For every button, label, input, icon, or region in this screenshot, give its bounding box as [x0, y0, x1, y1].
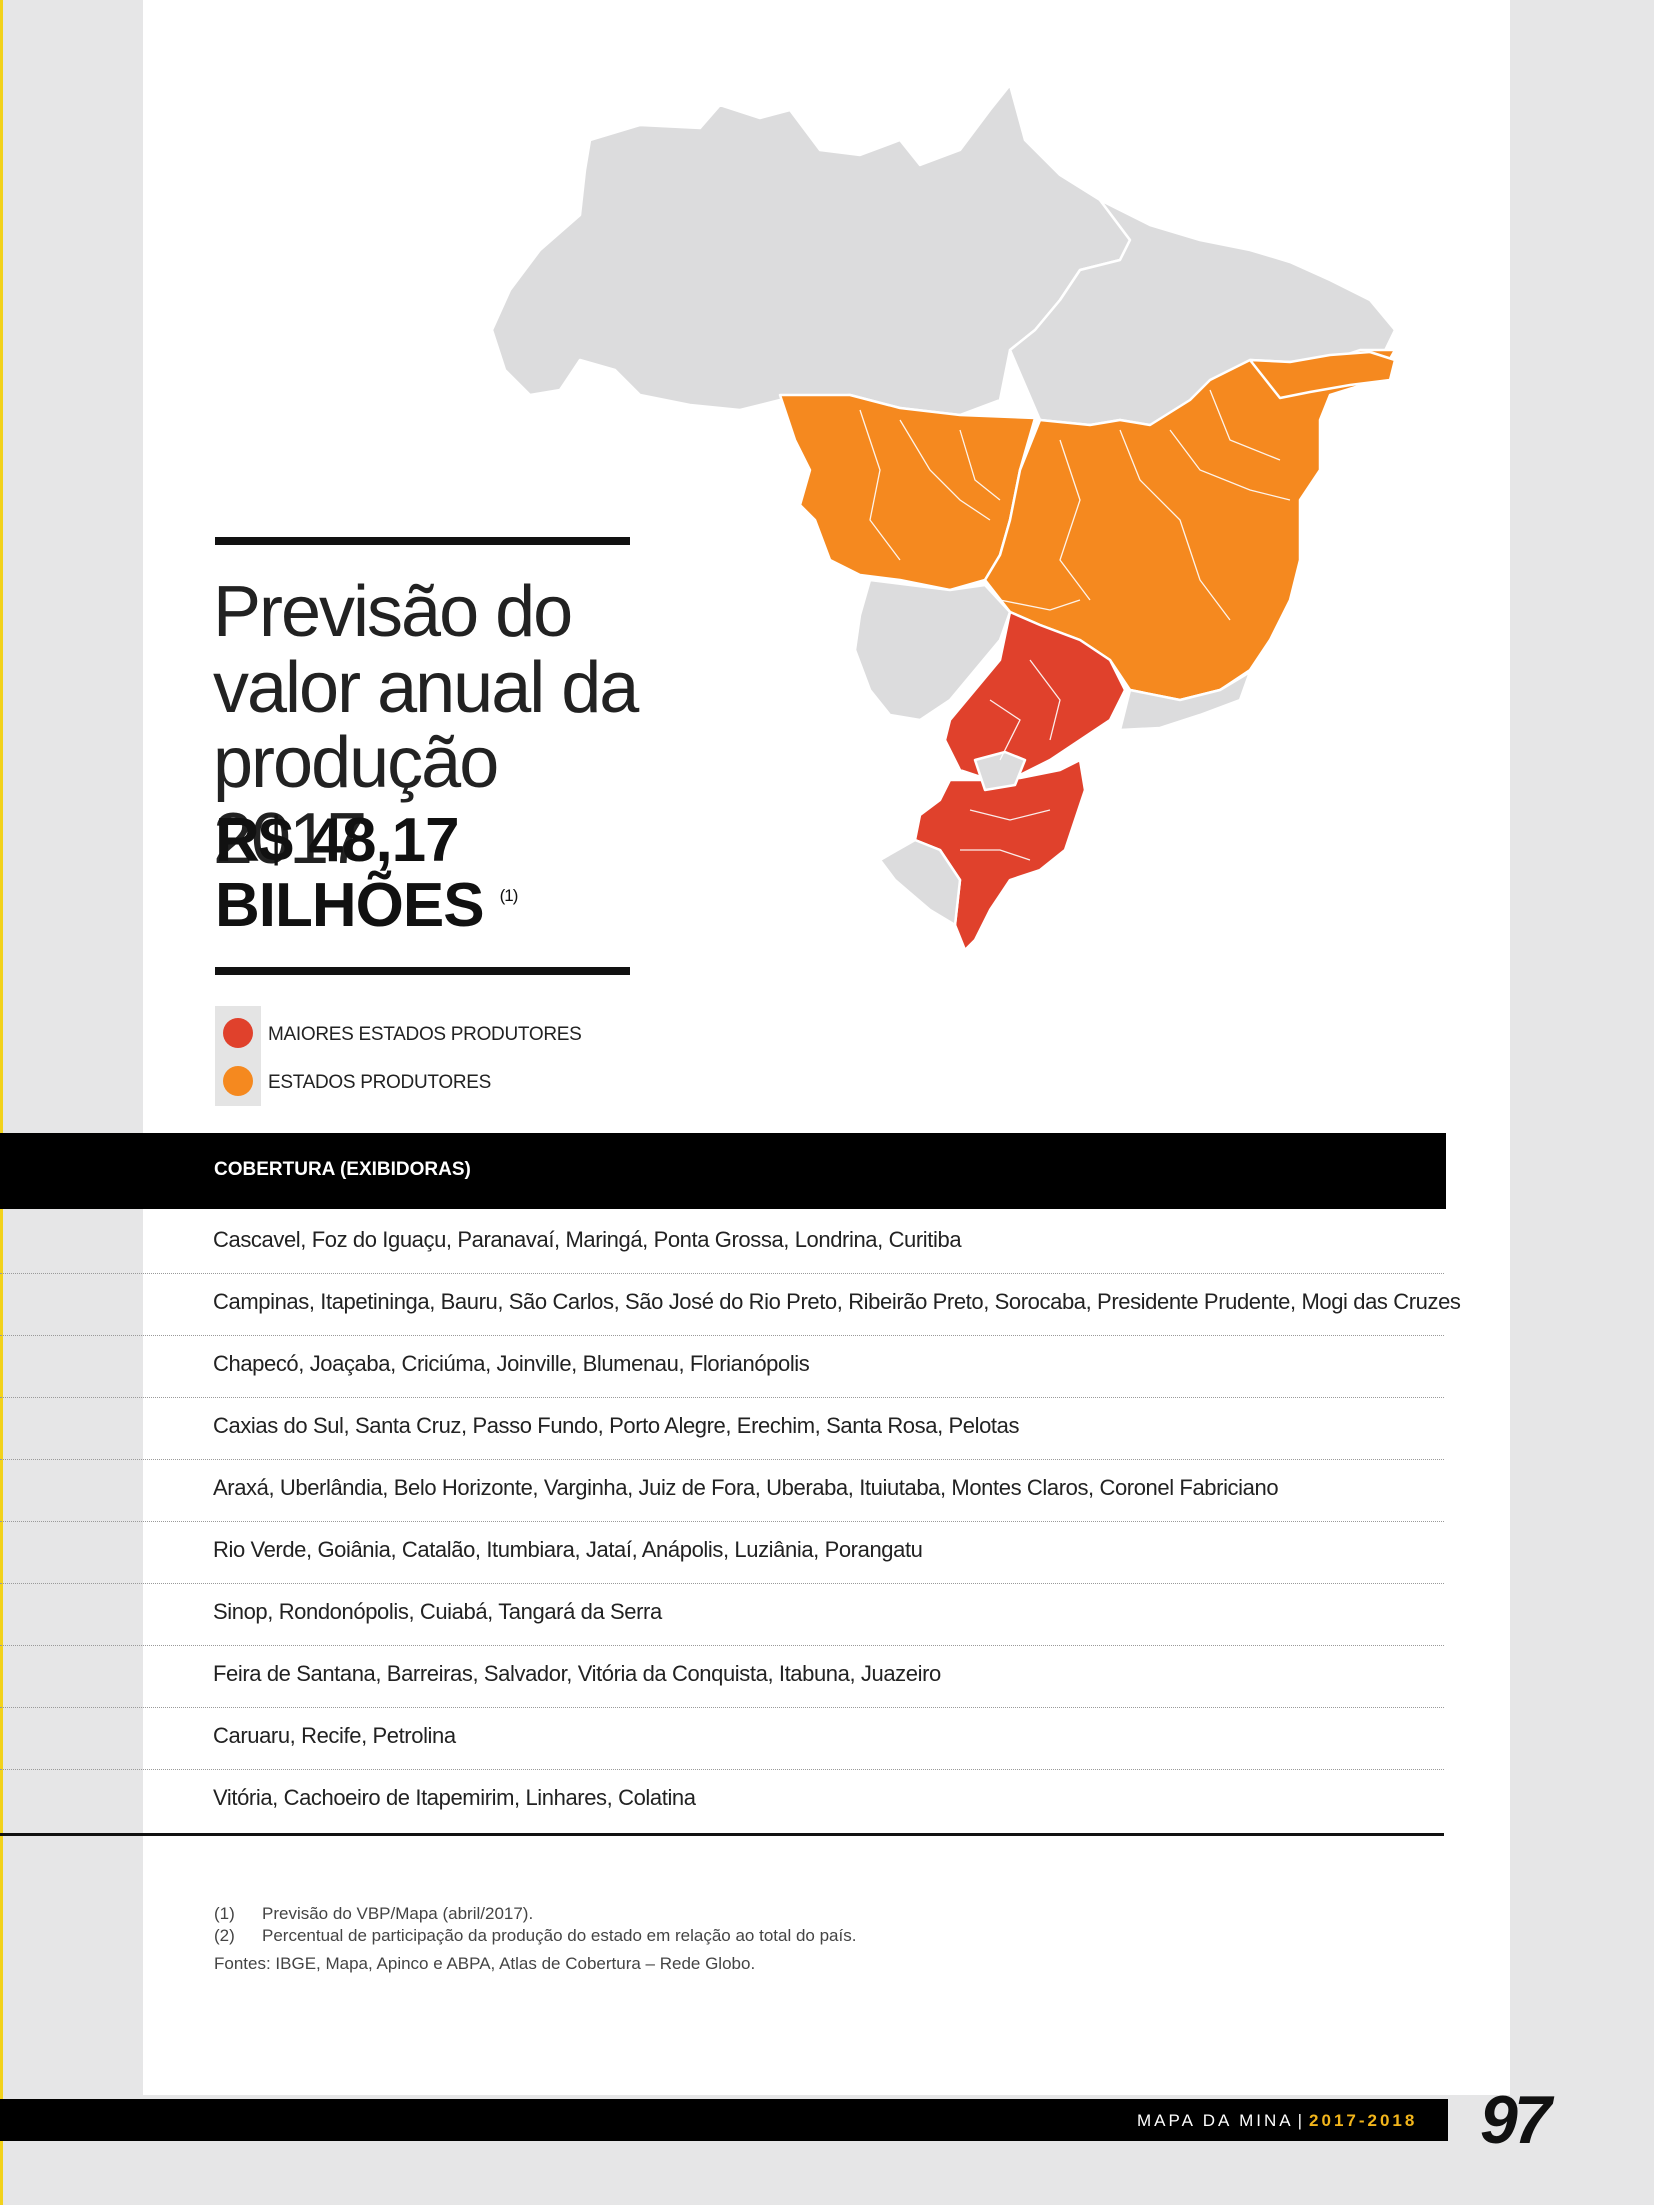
legend-dot-major: [223, 1018, 253, 1048]
footnote-2-number: (2): [214, 1926, 235, 1945]
yellow-page-edge: [0, 0, 3, 2205]
page-number-box: [1448, 2095, 1654, 2143]
coverage-row: Cascavel, Foz do Iguaçu, Paranavaí, Mari…: [0, 1211, 1444, 1274]
coverage-row-text: Chapecó, Joaçaba, Criciúma, Joinville, B…: [213, 1351, 810, 1376]
coverage-row: Caruaru, Recife, Petrolina: [0, 1707, 1444, 1770]
coverage-row-text: Sinop, Rondonópolis, Cuiabá, Tangará da …: [213, 1599, 662, 1624]
coverage-row-text: Caxias do Sul, Santa Cruz, Passo Fundo, …: [213, 1413, 1020, 1438]
map-region-pernambuco: [1248, 350, 1397, 400]
coverage-row: Feira de Santana, Barreiras, Salvador, V…: [0, 1645, 1444, 1708]
brazil-map: [490, 83, 1397, 952]
coverage-row-text: Vitória, Cachoeiro de Itapemirim, Linhar…: [213, 1785, 696, 1810]
coverage-row-text: Araxá, Uberlândia, Belo Horizonte, Vargi…: [213, 1475, 1279, 1500]
headline-bottom-rule: [215, 967, 630, 975]
headline-value-line2-wrap: BILHÕES (1): [215, 871, 519, 941]
footnote-1-number: (1): [214, 1904, 235, 1923]
headline-top-rule: [215, 537, 630, 545]
coverage-row-text: Rio Verde, Goiânia, Catalão, Itumbiara, …: [213, 1537, 923, 1562]
footnote-2: (2) Percentual de participação da produç…: [214, 1925, 856, 1947]
sources-line: Fontes: IBGE, Mapa, Apinco e ABPA, Atlas…: [214, 1954, 756, 1973]
coverage-row-text: Feira de Santana, Barreiras, Salvador, V…: [213, 1661, 941, 1686]
coverage-row: Sinop, Rondonópolis, Cuiabá, Tangará da …: [0, 1583, 1444, 1646]
map-region-sao-paulo-parana: [943, 610, 1127, 782]
legend-label-producer: ESTADOS PRODUTORES: [268, 1072, 491, 1093]
coverage-row: Araxá, Uberlândia, Belo Horizonte, Vargi…: [0, 1459, 1444, 1522]
coverage-row: Campinas, Itapetininga, Bauru, São Carlo…: [0, 1273, 1461, 1336]
headline-value-line2: BILHÕES: [215, 871, 485, 941]
coverage-row-text: Cascavel, Foz do Iguaçu, Paranavaí, Mari…: [213, 1227, 962, 1252]
headline-value-line1: R$ 48,17: [215, 806, 460, 875]
coverage-row-text: Caruaru, Recife, Petrolina: [213, 1723, 456, 1748]
headline-footnote-ref: (1): [499, 886, 519, 906]
coverage-row: Caxias do Sul, Santa Cruz, Passo Fundo, …: [0, 1397, 1444, 1460]
coverage-row: Rio Verde, Goiânia, Catalão, Itumbiara, …: [0, 1521, 1444, 1584]
legend-dot-producer: [223, 1066, 253, 1096]
footer-year: 2017-2018: [1309, 2111, 1418, 2130]
coverage-table-header-label: COBERTURA (EXIBIDORAS): [214, 1159, 471, 1180]
map-region-southwest: [878, 838, 962, 927]
coverage-row: Vitória, Cachoeiro de Itapemirim, Linhar…: [0, 1769, 1444, 1831]
map-region-rio-espirito-santo: [1118, 670, 1252, 732]
coverage-row: Chapecó, Joaçaba, Criciúma, Joinville, B…: [0, 1335, 1444, 1398]
footnote-2-text: Percentual de participação da produção d…: [262, 1926, 857, 1945]
page-number: 97: [1480, 2082, 1552, 2158]
coverage-table-header: COBERTURA (EXIBIDORAS): [0, 1133, 1446, 1209]
legend-label-major: MAIORES ESTADOS PRODUTORES: [268, 1024, 582, 1045]
map-region-mato-grosso-sul: [853, 578, 1012, 722]
headline-value: R$ 48,17 BILHÕES (1): [215, 806, 519, 941]
headline-title: Previsão do valor anual da produção 2017: [213, 572, 639, 879]
map-internal-borders: [859, 389, 1291, 861]
map-region-mato-grosso: [778, 393, 1037, 592]
footer-separator: |: [1297, 2111, 1306, 2130]
footnotes: (1) Previsão do VBP/Mapa (abril/2017). (…: [214, 1903, 856, 1975]
footnote-1-text: Previsão do VBP/Mapa (abril/2017).: [262, 1904, 534, 1923]
coverage-row-text: Campinas, Itapetininga, Bauru, São Carlo…: [213, 1289, 1461, 1314]
footer-running-title: MAPA DA MINA | 2017-2018: [1137, 2111, 1417, 2131]
footnote-1: (1) Previsão do VBP/Mapa (abril/2017).: [214, 1903, 856, 1925]
map-region-inner-blob: [973, 750, 1027, 792]
footer-bar: [0, 2099, 1654, 2141]
footer-publication: MAPA DA MINA: [1137, 2111, 1294, 2130]
coverage-table-bottom-rule: [0, 1833, 1444, 1836]
